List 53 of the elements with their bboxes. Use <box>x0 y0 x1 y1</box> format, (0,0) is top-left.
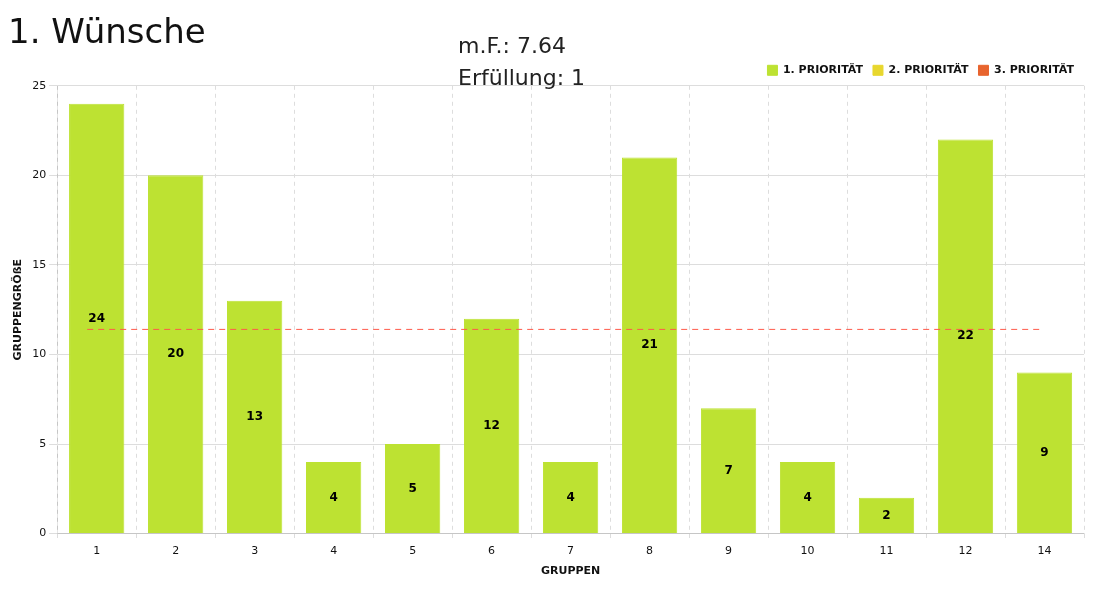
data-label: 2 <box>882 507 891 522</box>
x-tick-label: 2 <box>172 544 180 558</box>
bar <box>858 497 915 534</box>
data-label: 4 <box>566 489 575 504</box>
data-label: 20 <box>167 346 185 361</box>
bar <box>148 175 204 534</box>
data-label: 24 <box>88 310 106 325</box>
data-label: 21 <box>641 337 658 352</box>
bar <box>69 103 125 534</box>
bar <box>1016 372 1073 534</box>
y-tick-label: 0 <box>39 526 47 540</box>
bar <box>779 461 836 534</box>
y-tick-label: 20 <box>32 168 47 182</box>
y-axis-title: GRUPPENGRÖßE <box>10 258 25 361</box>
x-tick-label: 3 <box>251 544 259 558</box>
x-tick-label: 9 <box>725 544 733 558</box>
data-label: 9 <box>1040 444 1049 459</box>
bar <box>384 444 441 534</box>
x-tick-label: 10 <box>800 544 815 558</box>
legend-label: 2. PRIORITÄT <box>888 62 969 77</box>
chart-title: 1. Wünsche <box>8 11 206 52</box>
x-tick-label: 5 <box>409 544 417 558</box>
bar <box>306 461 362 534</box>
annotation: Erfüllung: 1 <box>458 64 586 90</box>
x-tick-label: 1 <box>93 544 101 558</box>
x-tick-label: 4 <box>330 544 338 558</box>
bar <box>227 300 283 534</box>
bar <box>463 318 520 534</box>
bar <box>542 461 599 534</box>
bar <box>621 157 678 534</box>
data-label: 22 <box>957 328 974 343</box>
bar <box>700 408 757 534</box>
y-tick-label: 5 <box>39 436 47 450</box>
x-tick-label: 6 <box>488 544 496 558</box>
x-tick-label: 8 <box>646 544 654 558</box>
x-axis-title: GRUPPEN <box>540 564 601 578</box>
x-tick-label: 12 <box>958 544 973 558</box>
data-label: 12 <box>483 418 500 432</box>
bar <box>937 139 994 534</box>
text: m.F.: 7.64 <box>458 32 566 58</box>
y-tick-label: 25 <box>32 78 47 92</box>
data-label: 4 <box>803 489 812 504</box>
data-label: 13 <box>246 409 264 424</box>
x-tick-label: 14 <box>1037 544 1052 558</box>
y-tick-label: 15 <box>32 257 47 271</box>
y-tick-label: 10 <box>32 347 47 361</box>
x-tick-label: 7 <box>567 544 575 558</box>
data-label: 5 <box>408 480 417 495</box>
legend-label: 3. PRIORITÄT <box>993 62 1075 77</box>
x-tick-label: 11 <box>879 544 894 558</box>
data-label: 4 <box>329 489 338 504</box>
legend-label: 1. PRIORITÄT <box>782 62 864 77</box>
data-label: 7 <box>724 462 733 477</box>
